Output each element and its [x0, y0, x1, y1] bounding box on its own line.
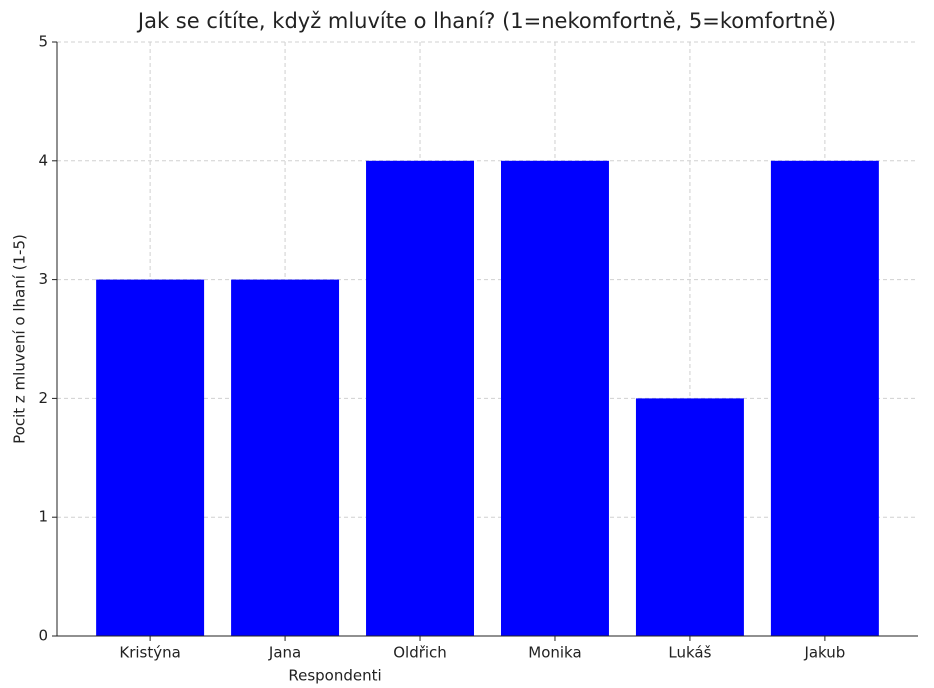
y-tick-label: 2 [38, 389, 48, 407]
bar [635, 398, 744, 636]
bar [96, 279, 205, 636]
bar [231, 279, 340, 636]
x-tick-label: Lukáš [668, 644, 711, 662]
bar [500, 160, 609, 637]
x-tick-label: Jakub [803, 644, 845, 662]
y-tick-label: 1 [38, 508, 48, 526]
x-tick-label: Monika [528, 644, 581, 662]
x-axis-label: Respondenti [288, 667, 381, 685]
y-tick-label: 4 [38, 151, 48, 169]
bar [770, 160, 879, 637]
y-tick-label: 3 [38, 270, 48, 288]
x-tick-label: Oldřich [393, 644, 447, 662]
y-tick-label: 0 [38, 627, 48, 645]
y-tick-label: 5 [38, 33, 48, 51]
chart-title: Jak se cítíte, když mluvíte o lhaní? (1=… [136, 9, 836, 33]
x-tick-label: Kristýna [119, 644, 180, 662]
y-axis-label: Pocit z mluvení o lhaní (1-5) [11, 234, 29, 444]
bar [366, 160, 475, 637]
x-tick-label: Jana [268, 644, 301, 662]
